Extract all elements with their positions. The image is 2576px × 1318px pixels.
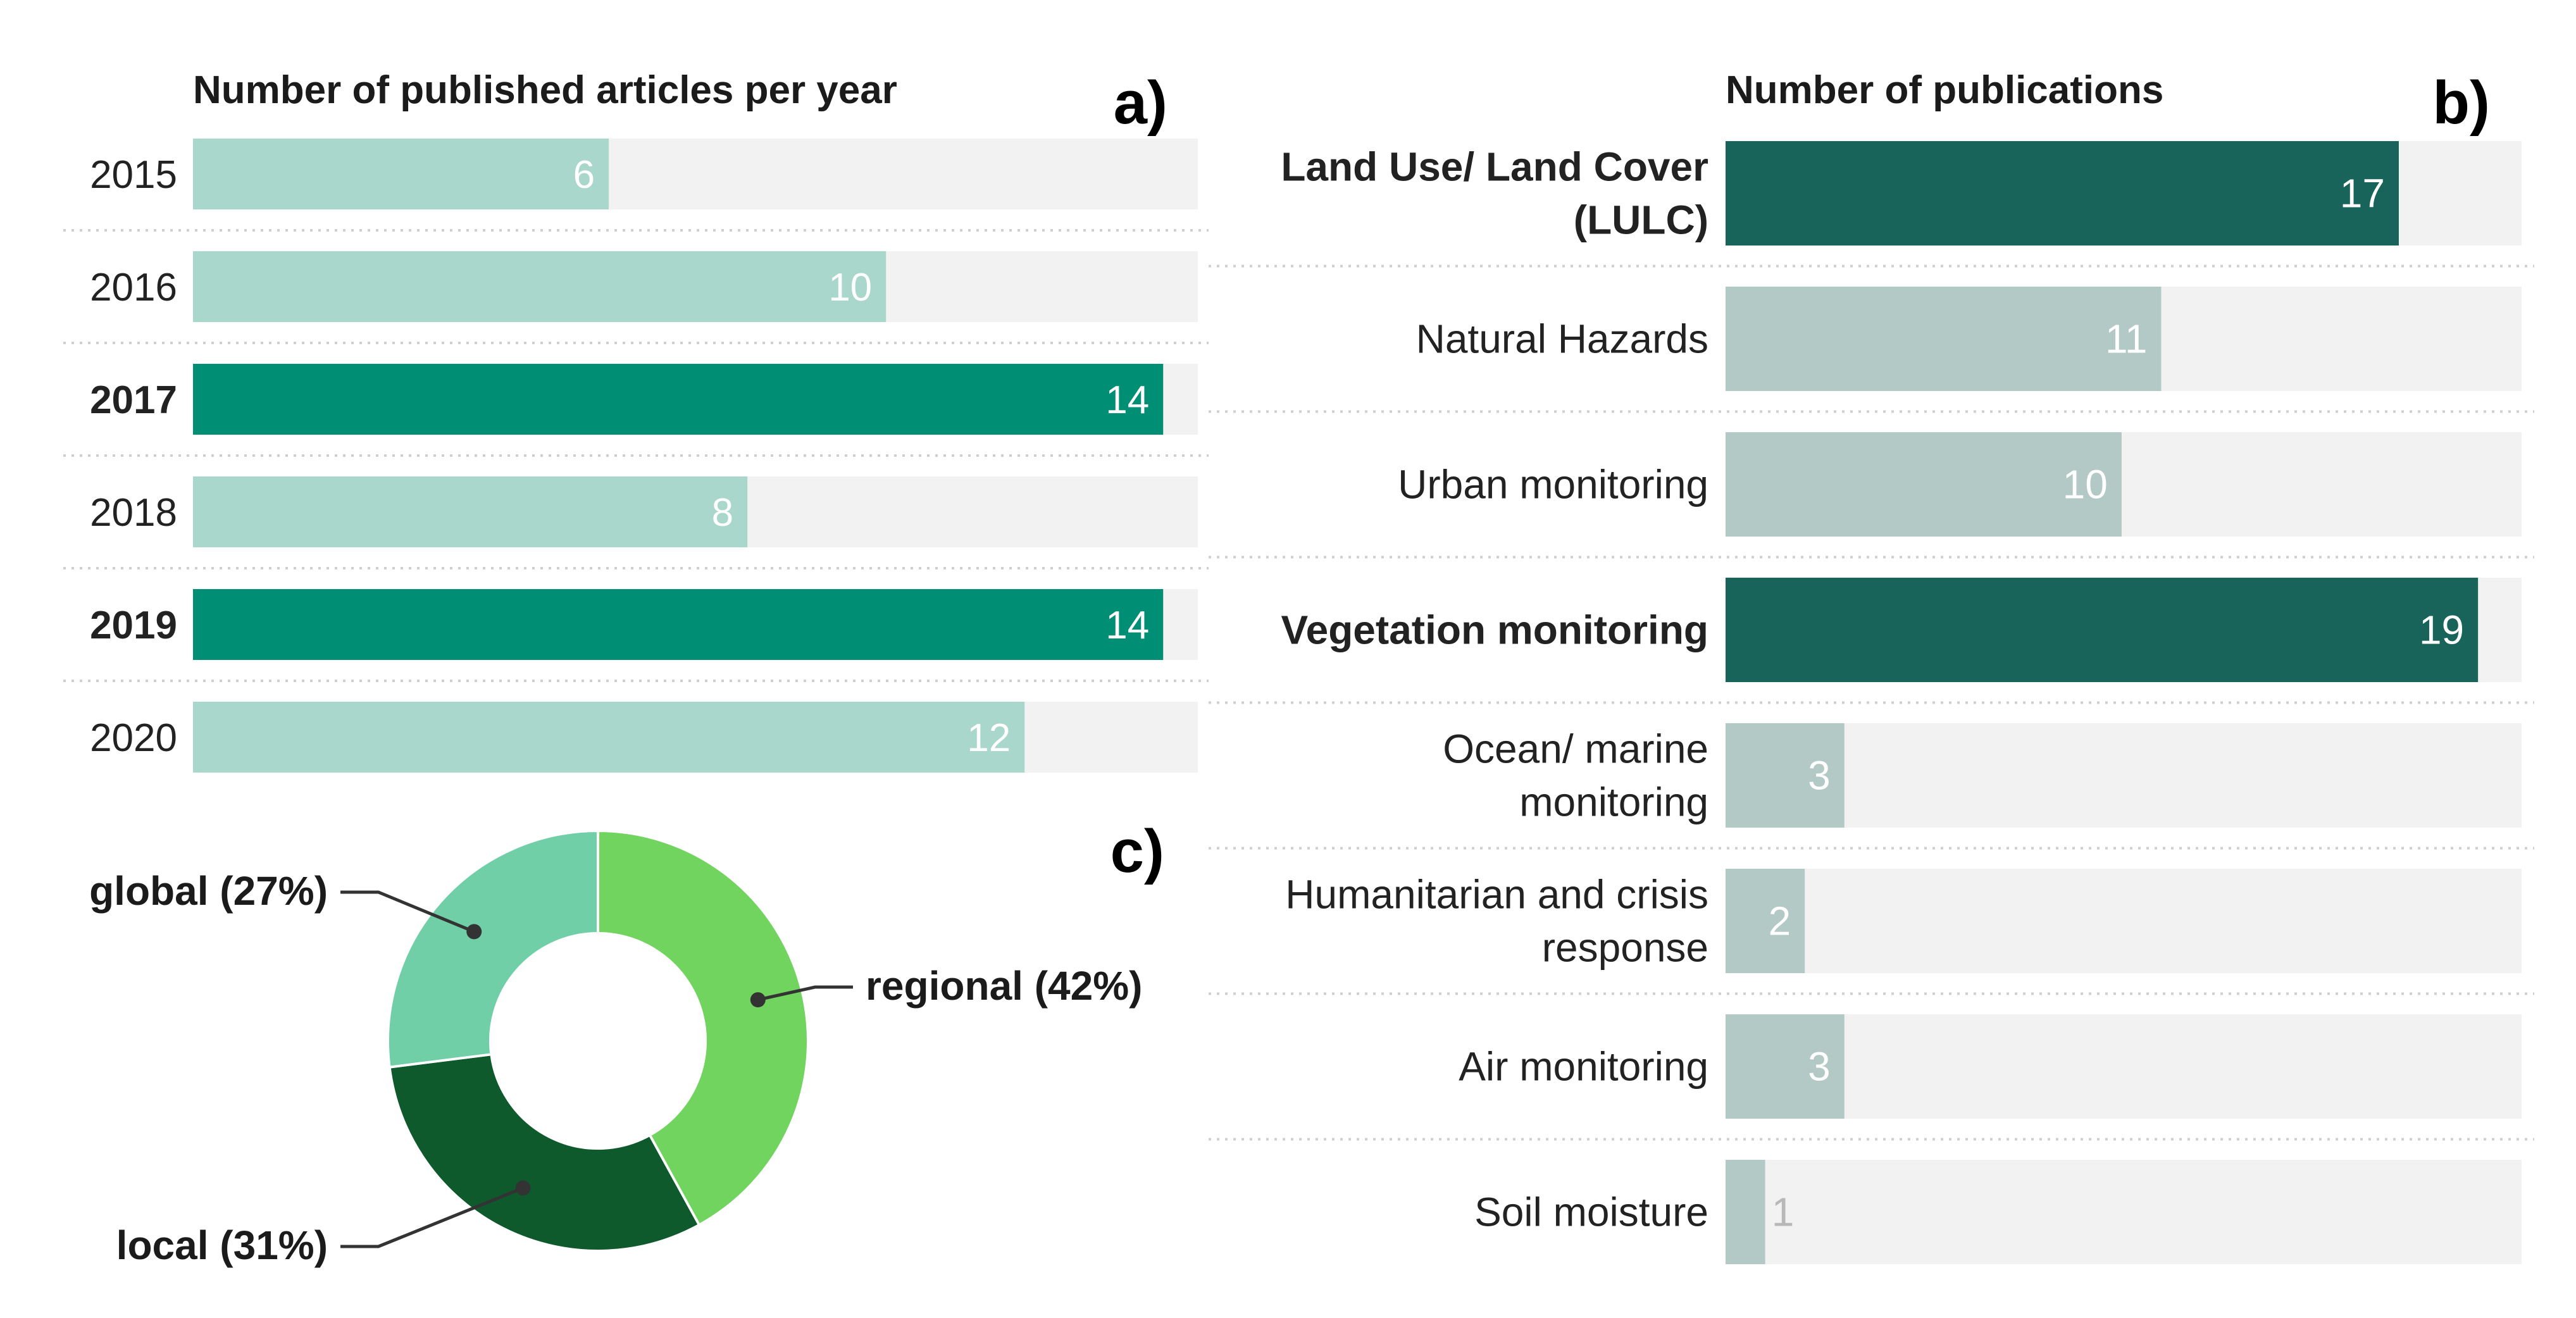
category-label-natural-hazards: Natural Hazards bbox=[1416, 316, 1708, 362]
bar-2020 bbox=[193, 702, 1025, 773]
bar-land-use-land-cover-lulc bbox=[1726, 141, 2399, 246]
bar-value-label-2015: 6 bbox=[573, 153, 595, 197]
leader-dot-regional bbox=[750, 992, 766, 1008]
category-label-2016: 2016 bbox=[90, 266, 177, 309]
category-label-land-use-land-cover-lulc: Land Use/ Land Cover (LULC) bbox=[1281, 144, 1708, 243]
bar-value-label-2018: 8 bbox=[712, 491, 733, 535]
slice-label-regional: regional (42%) bbox=[866, 963, 1142, 1009]
bar-value-label-ocean-marine-monitoring: 3 bbox=[1808, 753, 1831, 799]
bar-value-label-soil-moisture: 1 bbox=[1772, 1190, 1795, 1235]
bar-value-label-humanitarian-and-crisis-response: 2 bbox=[1769, 898, 1791, 944]
panel-b-bar-chart: Number of publications b) 17 Land Use/ La… bbox=[1209, 68, 2534, 1264]
leader-dot-global bbox=[466, 924, 482, 940]
category-label-humanitarian-and-crisis-response: Humanitarian and crisis response bbox=[1285, 872, 1708, 971]
panel-a-bar-chart: Number of published articles per year a)… bbox=[63, 68, 1209, 773]
donut-slice-global bbox=[387, 829, 599, 1069]
bar-air-monitoring bbox=[1726, 1014, 1845, 1119]
category-label-soil-moisture: Soil moisture bbox=[1474, 1190, 1708, 1235]
leader-line-regional bbox=[757, 985, 853, 1002]
panel-b-title: Number of publications bbox=[1726, 68, 2163, 112]
bar-2018 bbox=[193, 476, 748, 547]
bar-2017 bbox=[193, 364, 1164, 435]
bar-track-ocean-marine-monitoring bbox=[1726, 723, 2522, 828]
bar-value-label-natural-hazards: 11 bbox=[2105, 316, 2147, 362]
bar-urban-monitoring bbox=[1726, 432, 2122, 537]
bar-value-label-air-monitoring: 3 bbox=[1808, 1044, 1831, 1090]
leader-line-local bbox=[340, 1186, 524, 1248]
bar-2016 bbox=[193, 251, 887, 322]
bar-natural-hazards bbox=[1726, 287, 2162, 391]
category-label-urban-monitoring: Urban monitoring bbox=[1398, 462, 1708, 507]
bar-value-label-2019: 14 bbox=[1105, 604, 1149, 647]
category-label-2017: 2017 bbox=[90, 378, 177, 422]
panel-a-title: Number of published articles per year bbox=[193, 68, 897, 112]
bar-humanitarian-and-crisis-response bbox=[1726, 869, 1805, 973]
category-label-2020: 2020 bbox=[90, 716, 177, 760]
category-label-2019: 2019 bbox=[90, 604, 177, 647]
bar-value-label-2017: 14 bbox=[1105, 378, 1149, 422]
bar-value-label-2020: 12 bbox=[967, 716, 1011, 760]
bar-track-air-monitoring bbox=[1726, 1014, 2522, 1119]
panel-c-label: c) bbox=[1111, 818, 1164, 885]
category-label-2015: 2015 bbox=[90, 153, 177, 197]
bar-value-label-land-use-land-cover-lulc: 17 bbox=[2340, 171, 2385, 216]
category-label-vegetation-monitoring: Vegetation monitoring bbox=[1281, 607, 1708, 653]
bar-track-soil-moisture bbox=[1726, 1160, 2522, 1264]
bar-track-humanitarian-and-crisis-response bbox=[1726, 869, 2522, 973]
donut-slice-local bbox=[388, 1053, 701, 1252]
bar-2019 bbox=[193, 589, 1164, 660]
bar-value-label-vegetation-monitoring: 19 bbox=[2419, 607, 2464, 653]
bar-value-label-2016: 10 bbox=[828, 266, 872, 309]
panel-a-label: a) bbox=[1114, 69, 1167, 137]
leader-dot-local bbox=[515, 1180, 531, 1196]
panel-b-label: b) bbox=[2432, 69, 2490, 137]
slice-label-local: local (31%) bbox=[116, 1222, 328, 1268]
bar-value-label-urban-monitoring: 10 bbox=[2063, 462, 2108, 507]
bar-ocean-marine-monitoring bbox=[1726, 723, 1845, 828]
bar-vegetation-monitoring bbox=[1726, 578, 2479, 682]
panel-c-donut-chart: c) regional (42%) local (31%) global (27%) bbox=[89, 818, 1164, 1268]
slice-label-global: global (27%) bbox=[89, 868, 328, 914]
bar-2015 bbox=[193, 139, 609, 209]
leader-line-global bbox=[340, 890, 475, 933]
category-label-air-monitoring: Air monitoring bbox=[1459, 1044, 1708, 1090]
category-label-ocean-marine-monitoring: Ocean/ marine monitoring bbox=[1443, 726, 1708, 825]
bar-soil-moisture bbox=[1726, 1160, 1765, 1264]
category-label-2018: 2018 bbox=[90, 491, 177, 535]
donut-slice-regional bbox=[597, 829, 809, 1227]
